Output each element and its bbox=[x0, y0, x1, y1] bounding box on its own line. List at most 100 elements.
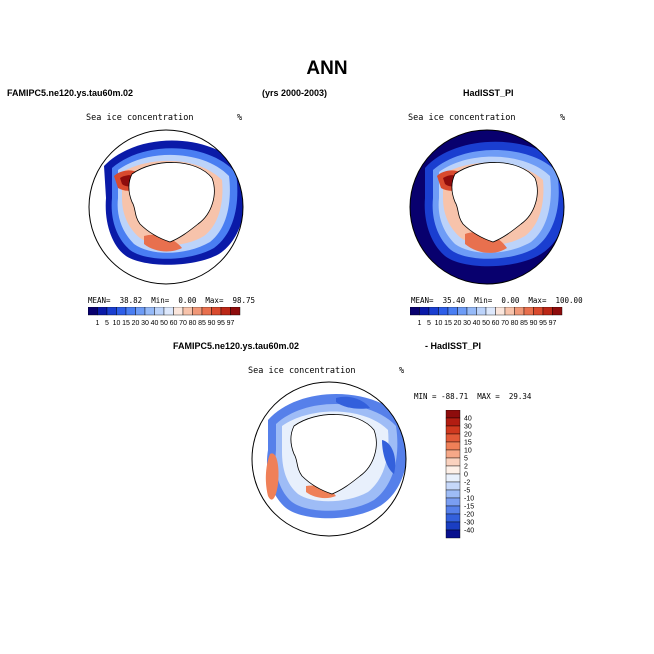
colorbar-tick-label: 95 bbox=[539, 320, 547, 327]
colorbar-tick-label: 30 bbox=[464, 424, 472, 431]
colorbar-tick-label: 20 bbox=[132, 320, 140, 327]
colorbar-swatch bbox=[533, 307, 544, 316]
max-label: Max= bbox=[205, 296, 224, 305]
figure-title: ANN bbox=[306, 58, 348, 79]
colorbar-tick-label: -20 bbox=[464, 512, 474, 519]
colorbar-swatch bbox=[438, 307, 449, 316]
panel-obs-stats: MEAN= 35.40 Min= 0.00 Max= 100.00 bbox=[411, 296, 583, 305]
colorbar-swatch bbox=[514, 307, 525, 316]
colorbar-swatch bbox=[201, 307, 212, 316]
colorbar-swatch bbox=[447, 307, 458, 316]
colorbar-tick-label: -40 bbox=[464, 528, 474, 535]
panel-model-label: Sea ice concentration bbox=[86, 113, 194, 123]
colorbar-swatch bbox=[542, 307, 553, 316]
colorbar-swatch bbox=[419, 307, 430, 316]
colorbar-tick-label: 50 bbox=[482, 320, 490, 327]
colorbar-tick-label: 10 bbox=[464, 448, 472, 455]
colorbar-tick-label: -2 bbox=[464, 480, 470, 487]
colorbar-swatch bbox=[97, 307, 108, 316]
colorbar-swatch bbox=[154, 307, 165, 316]
colorbar-tick-label: 85 bbox=[198, 320, 206, 327]
panel-model-stats: MEAN= 38.82 Min= 0.00 Max= 98.75 bbox=[88, 296, 255, 305]
colorbar-swatch bbox=[445, 441, 461, 451]
colorbar-swatch bbox=[116, 307, 127, 316]
colorbar-swatch bbox=[495, 307, 506, 316]
colorbar-swatch bbox=[445, 497, 461, 507]
colorbar-tick-label: 60 bbox=[492, 320, 500, 327]
colorbar-tick-label: 40 bbox=[473, 320, 481, 327]
colorbar-tick-label: 80 bbox=[189, 320, 197, 327]
colorbar-swatch bbox=[466, 307, 477, 316]
header-years: (yrs 2000-2003) bbox=[262, 88, 328, 98]
colorbar-swatch bbox=[106, 307, 117, 316]
colorbar-tick-label: 40 bbox=[464, 416, 472, 423]
colorbar-tick-label: 70 bbox=[179, 320, 187, 327]
panel-obs-label: Sea ice concentration bbox=[408, 113, 516, 123]
colorbar-tick-label: -30 bbox=[464, 520, 474, 527]
diff-min-label: MIN = bbox=[414, 392, 437, 401]
min-value: 0.00 bbox=[501, 296, 520, 305]
colorbar-swatch bbox=[445, 433, 461, 443]
colorbar-swatch bbox=[445, 410, 461, 419]
diff-unit: % bbox=[399, 366, 405, 376]
header-right-obs: HadISST_PI bbox=[463, 88, 514, 98]
colorbar-tick-label: 90 bbox=[208, 320, 216, 327]
colorbar-swatch bbox=[182, 307, 193, 316]
panel-obs-unit: % bbox=[560, 113, 566, 123]
colorbar-model: 1 5 10 15 20 30 40 50 60 70 80 85 90 95 97 bbox=[88, 307, 241, 327]
colorbar-tick-label: 70 bbox=[501, 320, 509, 327]
diff-map bbox=[251, 381, 407, 537]
colorbar-tick-label: 15 bbox=[444, 320, 452, 327]
colorbar-swatch bbox=[428, 307, 439, 316]
colorbar-swatch bbox=[445, 481, 461, 491]
colorbar-tick-label: 97 bbox=[549, 320, 557, 327]
colorbar-tick-label: 2 bbox=[464, 464, 468, 471]
max-label: Max= bbox=[528, 296, 547, 305]
colorbar-swatch bbox=[445, 457, 461, 467]
colorbar-swatch bbox=[125, 307, 136, 316]
diff-min-value: -88.71 bbox=[441, 392, 469, 401]
colorbar-swatch bbox=[211, 307, 222, 316]
colorbar-tick-label: 20 bbox=[454, 320, 462, 327]
min-label: Min= bbox=[474, 296, 493, 305]
colorbar-tick-label: 1 bbox=[96, 320, 100, 327]
min-value: 0.00 bbox=[178, 296, 197, 305]
colorbar-swatch bbox=[88, 307, 98, 316]
colorbar-swatch bbox=[163, 307, 174, 316]
colorbar-tick-label: 60 bbox=[170, 320, 178, 327]
colorbar-tick-label: -10 bbox=[464, 496, 474, 503]
mean-label: MEAN= bbox=[411, 296, 434, 305]
diff-max-label: MAX = bbox=[477, 392, 500, 401]
colorbar-swatch bbox=[173, 307, 184, 316]
colorbar-swatch bbox=[220, 307, 231, 316]
panel-model-unit: % bbox=[237, 113, 243, 123]
colorbar-tick-label: 50 bbox=[160, 320, 168, 327]
mean-label: MEAN= bbox=[88, 296, 111, 305]
colorbar-swatch bbox=[476, 307, 487, 316]
max-value: 98.75 bbox=[232, 296, 256, 305]
colorbar-tick-label: 10 bbox=[113, 320, 121, 327]
colorbar-tick-label: 30 bbox=[463, 320, 471, 327]
colorbar-tick-label: 30 bbox=[141, 320, 149, 327]
colorbar-tick-label: 0 bbox=[464, 472, 468, 479]
colorbar-swatch bbox=[445, 465, 461, 475]
colorbar-tick-label: 15 bbox=[122, 320, 130, 327]
colorbar-obs: 1 5 10 15 20 30 40 50 60 70 80 85 90 95 97 bbox=[410, 307, 563, 327]
colorbar-swatch bbox=[445, 417, 461, 427]
colorbar-swatch bbox=[523, 307, 534, 316]
colorbar-tick-label: 5 bbox=[427, 320, 431, 327]
colorbar-swatch bbox=[230, 307, 241, 316]
diff-label: Sea ice concentration bbox=[248, 366, 356, 376]
colorbar-swatch bbox=[135, 307, 146, 316]
colorbar-swatch bbox=[192, 307, 203, 316]
colorbar-tick-label: 1 bbox=[418, 320, 422, 327]
colorbar-swatch bbox=[445, 489, 461, 499]
colorbar-tick-label: 97 bbox=[227, 320, 235, 327]
colorbar-tick-label: 90 bbox=[530, 320, 538, 327]
colorbar-tick-label: 5 bbox=[105, 320, 109, 327]
colorbar-tick-label: 85 bbox=[520, 320, 528, 327]
header-left-case: FAMIPC5.ne120.ys.tau60m.02 bbox=[7, 88, 134, 98]
colorbar-tick-label: 5 bbox=[464, 456, 468, 463]
colorbar-swatch bbox=[445, 529, 461, 539]
